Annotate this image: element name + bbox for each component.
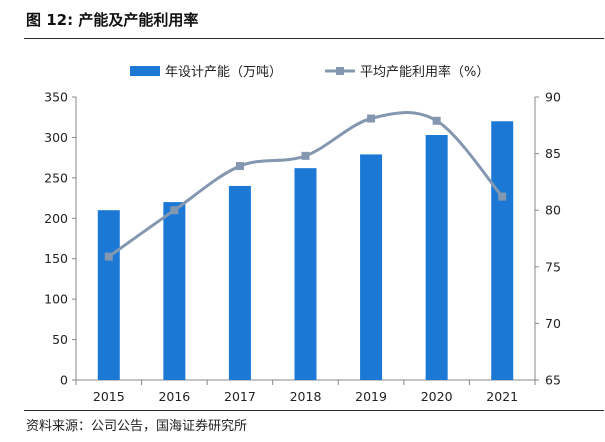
line-series: [104, 111, 507, 261]
line-point: [498, 192, 507, 201]
y-left-tick-label: 150: [44, 251, 68, 266]
x-tick-label: 2021: [486, 389, 518, 404]
bar: [97, 210, 120, 380]
y-left-tick-label: 100: [44, 292, 68, 307]
x-tick-label: 2015: [93, 389, 125, 404]
bar: [228, 185, 251, 380]
bar: [163, 202, 186, 380]
x-tick-label: 2019: [355, 389, 387, 404]
line-point: [104, 252, 113, 261]
y-left-tick-label: 50: [52, 332, 68, 347]
y-right-tick-label: 90: [545, 90, 561, 105]
bar: [491, 121, 514, 380]
legend-swatch-capacity: [130, 66, 160, 76]
legend: 年设计产能（万吨） 平均产能利用率（%）: [130, 64, 489, 80]
figure-title: 图 12: 产能及产能利用率: [26, 11, 199, 29]
y-left-tick-label: 250: [44, 170, 68, 185]
y-right-tick-label: 65: [545, 373, 561, 388]
x-tick-label: 2018: [290, 389, 322, 404]
line-point: [170, 206, 179, 215]
legend-label-capacity: 年设计产能（万吨）: [165, 65, 282, 80]
tick-labels: 0 50 100 150 200 250 300 350 65 70 75 80 85 90 2015 201…: [44, 90, 561, 405]
line-point: [301, 151, 310, 160]
y-right-tick-label: 80: [545, 203, 561, 218]
x-tick-label: 2017: [224, 389, 256, 404]
y-left-tick-label: 300: [44, 130, 68, 145]
y-right-tick-label: 70: [545, 316, 561, 331]
legend-label-utilization: 平均产能利用率（%）: [360, 64, 489, 80]
bar: [294, 168, 317, 380]
source-divider: [24, 410, 604, 411]
x-tick-label: 2020: [421, 389, 453, 404]
bar-series: [97, 121, 514, 380]
legend-marker-utilization: [336, 67, 344, 75]
line-point: [367, 114, 376, 123]
y-right-tick-label: 85: [545, 146, 561, 161]
y-right-tick-label: 75: [545, 259, 561, 274]
bar: [360, 154, 383, 380]
x-tick-label: 2016: [158, 389, 190, 404]
y-left-tick-label: 0: [60, 373, 68, 388]
title-divider: [24, 38, 604, 39]
line-point: [235, 162, 244, 171]
line-point: [432, 116, 441, 125]
y-left-tick-label: 200: [44, 211, 68, 226]
bar: [425, 135, 448, 380]
figure-source: 资料来源：公司公告，国海证券研究所: [26, 419, 248, 434]
y-left-tick-label: 350: [44, 90, 68, 105]
